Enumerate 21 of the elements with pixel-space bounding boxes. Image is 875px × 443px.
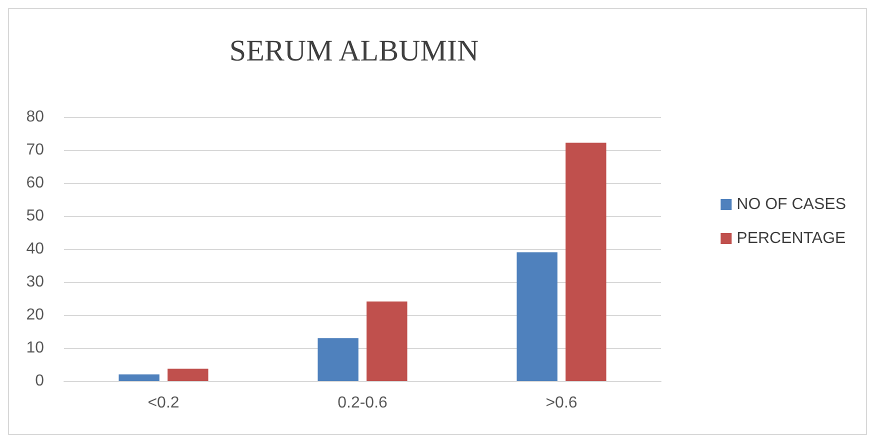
y-tick-label: 30 [26,274,44,290]
bar [516,252,558,381]
y-tick-label: 10 [26,340,44,356]
x-tick-label: >0.6 [546,394,578,412]
bar [118,374,160,381]
y-tick-label: 20 [26,306,44,324]
legend-label: PERCENTAGE [736,230,846,247]
y-tick-label: 50 [26,208,44,224]
y-tick-label: 40 [26,240,44,258]
chart-title: SERUM ALBUMIN [229,34,479,68]
y-tick-label: 0 [35,372,44,390]
x-tick-label: <0.2 [148,394,180,412]
legend-label: NO OF CASES [736,196,846,213]
y-tick-label: 60 [26,174,44,192]
bar [318,338,358,381]
y-tick-label: 80 [26,108,44,126]
bar [168,368,208,381]
bar [366,301,408,381]
x-tick-label: 0.2-0.6 [338,394,388,412]
y-tick-label: 70 [26,142,44,158]
bar [566,142,606,381]
